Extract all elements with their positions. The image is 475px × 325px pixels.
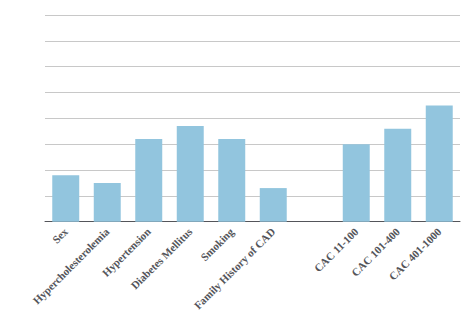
svg-text:CAC 401-1000: CAC 401-1000 <box>386 225 443 282</box>
svg-text:Sex: Sex <box>50 225 70 245</box>
svg-text:Family History of CAD: Family History of CAD <box>192 225 278 311</box>
svg-text:Hypercholesterolemia: Hypercholesterolemia <box>30 225 111 306</box>
svg-text:Hypertension: Hypertension <box>99 225 153 279</box>
svg-text:CAC 101-400: CAC 101-400 <box>348 225 402 279</box>
svg-text:Smoking: Smoking <box>198 225 236 263</box>
svg-text:Diabetes Mellitus: Diabetes Mellitus <box>128 225 194 291</box>
svg-text:CAC 11-100: CAC 11-100 <box>311 225 361 275</box>
